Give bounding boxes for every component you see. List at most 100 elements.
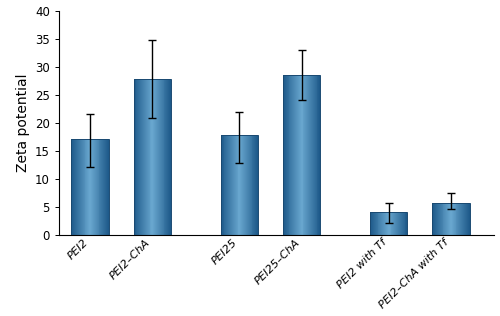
Bar bbox=[435, 203, 436, 234]
Bar bbox=[378, 212, 380, 234]
Bar bbox=[406, 212, 408, 234]
Bar bbox=[100, 139, 102, 234]
Bar bbox=[376, 212, 378, 234]
Bar bbox=[467, 203, 468, 234]
Bar bbox=[451, 203, 452, 234]
Bar bbox=[152, 79, 154, 234]
Bar bbox=[168, 79, 169, 234]
Bar bbox=[442, 203, 444, 234]
Bar bbox=[447, 203, 448, 234]
Bar bbox=[374, 212, 376, 234]
Bar bbox=[232, 135, 233, 234]
Bar bbox=[436, 203, 437, 234]
Bar bbox=[468, 203, 469, 234]
Bar bbox=[228, 135, 229, 234]
Bar bbox=[314, 75, 316, 234]
Bar bbox=[288, 75, 290, 234]
Bar bbox=[136, 79, 138, 234]
Bar bbox=[388, 212, 390, 234]
Bar bbox=[231, 135, 232, 234]
Bar bbox=[316, 75, 318, 234]
Bar bbox=[454, 203, 456, 234]
Bar bbox=[372, 212, 373, 234]
Bar bbox=[390, 212, 392, 234]
Bar bbox=[238, 135, 240, 234]
Bar bbox=[222, 135, 224, 234]
Bar bbox=[107, 139, 108, 234]
Bar bbox=[453, 203, 454, 234]
Bar bbox=[439, 203, 440, 234]
Bar bbox=[446, 203, 447, 234]
Bar bbox=[164, 79, 166, 234]
Bar bbox=[370, 212, 371, 234]
Bar bbox=[404, 212, 406, 234]
Bar bbox=[434, 203, 435, 234]
Bar bbox=[90, 139, 91, 234]
Bar bbox=[245, 135, 246, 234]
Bar bbox=[299, 75, 300, 234]
Bar bbox=[75, 139, 76, 234]
Bar bbox=[318, 75, 320, 234]
Bar bbox=[450, 203, 451, 234]
Bar bbox=[380, 212, 381, 234]
Bar bbox=[76, 139, 77, 234]
Bar bbox=[313, 75, 314, 234]
Bar bbox=[236, 135, 238, 234]
Bar bbox=[465, 203, 466, 234]
Bar bbox=[166, 79, 167, 234]
Bar bbox=[252, 135, 254, 234]
Bar bbox=[142, 79, 143, 234]
Bar bbox=[94, 139, 95, 234]
Bar bbox=[244, 135, 245, 234]
Bar bbox=[220, 135, 258, 234]
Bar bbox=[310, 75, 311, 234]
Bar bbox=[387, 212, 388, 234]
Bar bbox=[466, 203, 467, 234]
Bar bbox=[224, 135, 226, 234]
Bar bbox=[440, 203, 442, 234]
Bar bbox=[86, 139, 88, 234]
Bar bbox=[74, 139, 75, 234]
Bar bbox=[88, 139, 89, 234]
Bar bbox=[437, 203, 438, 234]
Bar bbox=[106, 139, 107, 234]
Bar bbox=[456, 203, 458, 234]
Bar bbox=[312, 75, 313, 234]
Bar bbox=[432, 203, 470, 234]
Bar bbox=[461, 203, 462, 234]
Bar bbox=[283, 75, 284, 234]
Bar bbox=[154, 79, 155, 234]
Bar bbox=[382, 212, 383, 234]
Bar bbox=[398, 212, 399, 234]
Bar bbox=[395, 212, 396, 234]
Bar bbox=[246, 135, 247, 234]
Bar bbox=[134, 79, 171, 234]
Bar bbox=[381, 212, 382, 234]
Bar bbox=[383, 212, 384, 234]
Bar bbox=[134, 79, 136, 234]
Bar bbox=[103, 139, 104, 234]
Bar bbox=[297, 75, 298, 234]
Bar bbox=[399, 212, 400, 234]
Bar bbox=[138, 79, 140, 234]
Bar bbox=[248, 135, 250, 234]
Bar bbox=[167, 79, 168, 234]
Bar bbox=[82, 139, 84, 234]
Bar bbox=[81, 139, 82, 234]
Bar bbox=[384, 212, 385, 234]
Bar bbox=[156, 79, 157, 234]
Bar bbox=[296, 75, 297, 234]
Bar bbox=[386, 212, 387, 234]
Bar bbox=[438, 203, 439, 234]
Bar bbox=[373, 212, 374, 234]
Bar bbox=[72, 139, 109, 234]
Bar bbox=[78, 139, 79, 234]
Bar bbox=[433, 203, 434, 234]
Bar bbox=[392, 212, 394, 234]
Bar bbox=[140, 79, 141, 234]
Bar bbox=[229, 135, 230, 234]
Bar bbox=[243, 135, 244, 234]
Bar bbox=[284, 75, 285, 234]
Bar bbox=[105, 139, 106, 234]
Bar bbox=[448, 203, 449, 234]
